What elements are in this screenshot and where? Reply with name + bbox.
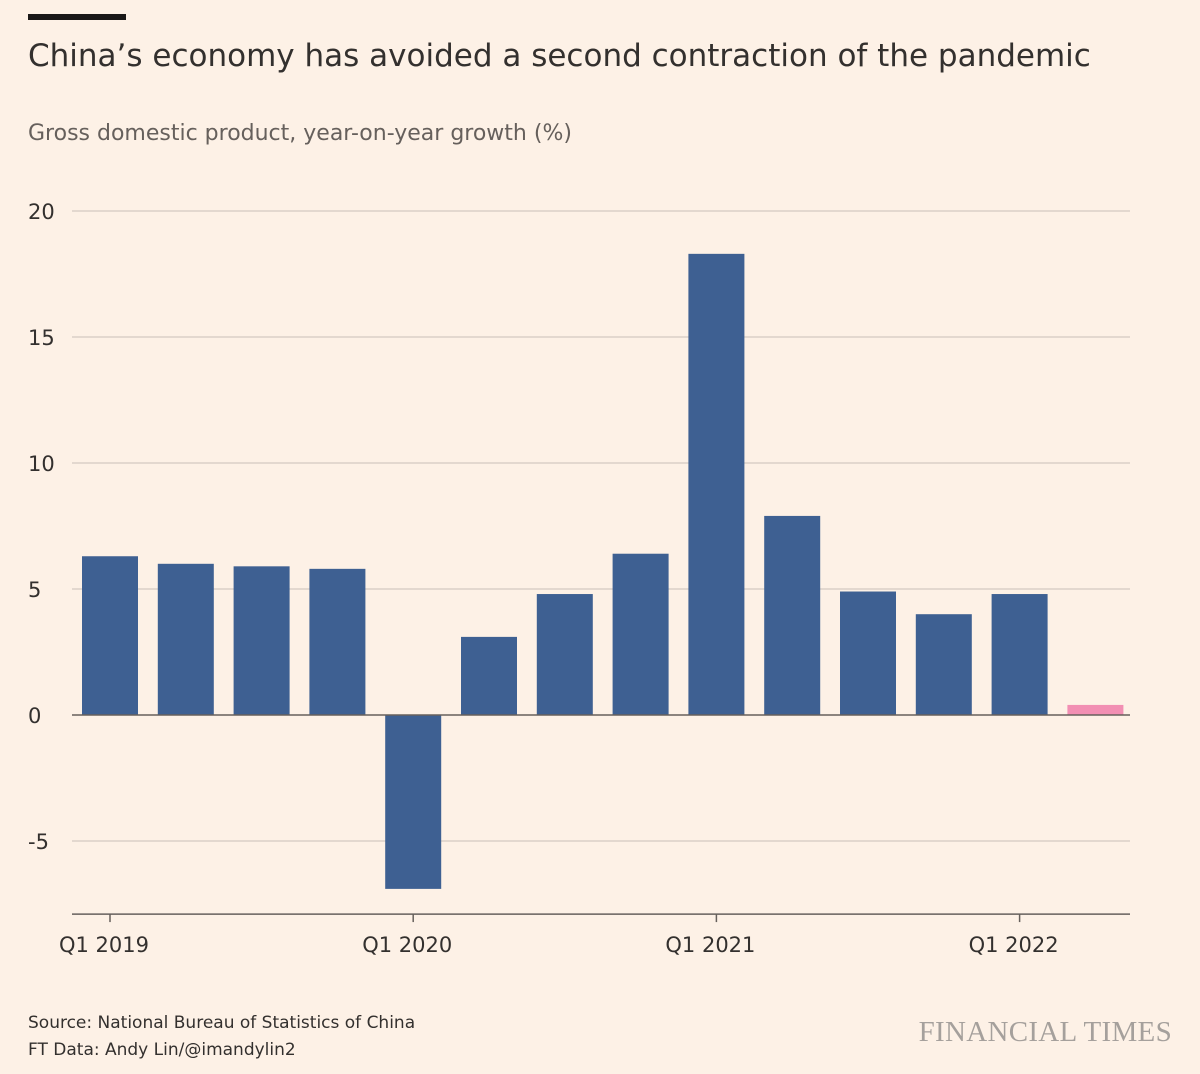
bar — [385, 715, 442, 889]
x-tick-label: Q1 2021 — [665, 933, 755, 957]
bar — [82, 556, 138, 715]
bar — [612, 553, 669, 715]
ft-top-rule — [28, 14, 126, 20]
latest-bar — [1067, 704, 1124, 715]
x-tick-label: Q1 2019 — [59, 933, 149, 957]
y-tick-label: -5 — [28, 830, 49, 854]
bar — [461, 636, 517, 715]
y-tick-label: 20 — [28, 200, 55, 224]
bar — [764, 515, 821, 715]
bar — [536, 594, 593, 715]
bar — [157, 563, 214, 715]
bar — [233, 566, 290, 715]
x-tick-label: Q1 2022 — [969, 933, 1059, 957]
y-tick-label: 5 — [28, 578, 41, 602]
chart-title: China’s economy has avoided a second con… — [28, 38, 1091, 74]
credit-note: FT Data: Andy Lin/@imandylin2 — [28, 1040, 296, 1060]
y-tick-label: 0 — [28, 704, 41, 728]
y-tick-label: 10 — [28, 452, 55, 476]
source-note: Source: National Bureau of Statistics of… — [28, 1013, 416, 1033]
gdp-bar-chart: -5 0 5 10 15 20 Q1 2019 Q1 2020 Q1 2021 Q1 2022 — [28, 200, 1130, 957]
bar — [840, 591, 896, 715]
x-tick-label: Q1 2020 — [362, 933, 452, 957]
y-tick-label: 15 — [28, 326, 55, 350]
chart-subtitle: Gross domestic product, year-on-year gro… — [28, 121, 572, 146]
bar — [688, 253, 745, 715]
bar — [309, 568, 366, 715]
bar — [915, 614, 972, 715]
bar — [991, 594, 1048, 715]
financial-times-logo: FINANCIAL TIMES — [918, 1016, 1172, 1048]
